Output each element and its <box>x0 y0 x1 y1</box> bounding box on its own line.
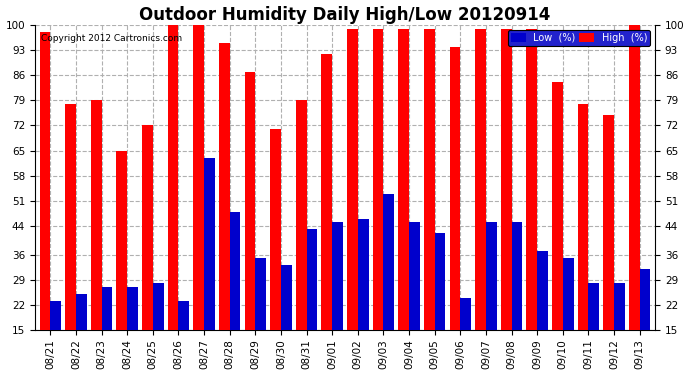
Title: Outdoor Humidity Daily High/Low 20120914: Outdoor Humidity Daily High/Low 20120914 <box>139 6 551 24</box>
Bar <box>152 283 164 375</box>
Bar <box>65 104 76 375</box>
Bar <box>332 222 343 375</box>
Bar <box>50 301 61 375</box>
Bar <box>589 283 599 375</box>
Bar <box>281 266 292 375</box>
Bar <box>204 158 215 375</box>
Bar <box>39 32 50 375</box>
Bar <box>306 230 317 375</box>
Bar <box>373 29 384 375</box>
Bar <box>101 287 112 375</box>
Legend: Low  (%), High  (%): Low (%), High (%) <box>508 30 650 46</box>
Bar <box>244 72 255 375</box>
Bar <box>230 211 240 375</box>
Bar <box>552 82 563 375</box>
Bar <box>179 301 189 375</box>
Bar <box>486 222 497 375</box>
Bar <box>511 222 522 375</box>
Bar <box>193 25 204 375</box>
Bar <box>347 29 358 375</box>
Bar <box>460 298 471 375</box>
Bar <box>398 29 409 375</box>
Bar <box>255 258 266 375</box>
Bar <box>76 294 87 375</box>
Bar <box>614 283 625 375</box>
Bar <box>603 115 614 375</box>
Bar <box>296 100 306 375</box>
Bar <box>501 29 511 375</box>
Bar <box>450 46 460 375</box>
Bar <box>629 25 640 375</box>
Bar <box>270 129 281 375</box>
Bar <box>526 29 538 375</box>
Bar <box>563 258 573 375</box>
Bar <box>435 233 446 375</box>
Bar <box>409 222 420 375</box>
Bar <box>475 29 486 375</box>
Bar <box>578 104 589 375</box>
Bar <box>91 100 101 375</box>
Bar <box>127 287 138 375</box>
Bar <box>384 194 394 375</box>
Bar <box>117 151 127 375</box>
Bar <box>142 126 152 375</box>
Bar <box>538 251 548 375</box>
Bar <box>168 25 179 375</box>
Bar <box>640 269 651 375</box>
Bar <box>424 29 435 375</box>
Bar <box>219 43 230 375</box>
Text: Copyright 2012 Cartronics.com: Copyright 2012 Cartronics.com <box>41 34 182 43</box>
Bar <box>322 54 332 375</box>
Bar <box>358 219 368 375</box>
